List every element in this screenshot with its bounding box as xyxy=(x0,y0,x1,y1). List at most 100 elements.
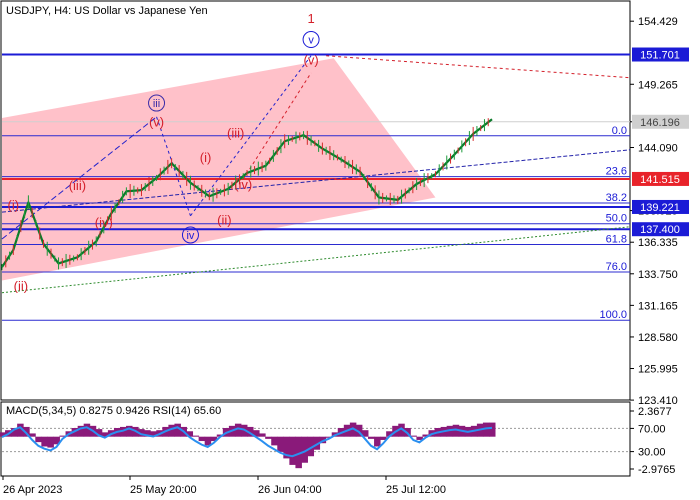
macd-bar xyxy=(247,426,254,437)
macd-bar xyxy=(192,435,200,437)
macd-bar xyxy=(374,436,381,447)
price-tag-label: 137.400 xyxy=(640,224,680,236)
macd-bar xyxy=(71,428,79,437)
indicator-header: MACD(5,34,5) 0.8275 0.9426 RSI(14) 65.60 xyxy=(6,405,221,417)
macd-bar xyxy=(361,430,369,437)
macd-bar xyxy=(119,426,127,437)
channel-fill xyxy=(2,58,436,281)
macd-bar xyxy=(325,436,333,438)
macd-bar xyxy=(216,434,224,437)
price-series xyxy=(1,118,493,271)
macd-bar xyxy=(204,436,212,446)
macd-bar xyxy=(416,436,423,440)
wave-label: iv xyxy=(186,230,194,242)
wave-label-circle xyxy=(181,226,199,244)
wave-label-circle xyxy=(302,31,320,49)
y-tick-label: 144.090 xyxy=(638,142,678,154)
fib-label: 100.0 xyxy=(599,309,627,321)
macd-bar xyxy=(259,433,266,437)
x-tick-label: 25 May 20:00 xyxy=(130,484,197,496)
macd-bar xyxy=(47,436,54,448)
macd-bar xyxy=(446,425,454,437)
macd-bar xyxy=(95,429,103,437)
chart-title: USDJPY, H4: US Dollar vs Japanese Yen xyxy=(6,5,208,17)
x-tick-label: 26 Jun 04:00 xyxy=(258,484,322,496)
price-tag-bg xyxy=(632,171,689,186)
wave-label: (ii) xyxy=(14,278,28,293)
indicator-panel-frame xyxy=(0,401,631,477)
macd-bar xyxy=(386,431,393,437)
macd-bar xyxy=(77,425,85,437)
macd-bar xyxy=(301,436,308,463)
wave-label: (iii) xyxy=(227,126,244,141)
macd-bar xyxy=(398,423,405,437)
macd-bar xyxy=(0,432,6,437)
indicator-tick-label: 70.00 xyxy=(638,423,666,435)
macd-bar xyxy=(59,435,66,437)
macd-bar xyxy=(410,435,417,437)
wave-channel xyxy=(2,58,436,281)
price-tag-bg xyxy=(632,222,689,237)
macd-bar xyxy=(174,423,181,437)
wave-label: (v) xyxy=(303,52,318,67)
indicator-tick-label: -2.9765 xyxy=(638,464,675,476)
wave-label: 1 xyxy=(307,11,314,26)
macd-bar xyxy=(295,436,302,469)
macd-bar xyxy=(489,422,496,437)
y-tick-label: 131.165 xyxy=(638,300,678,312)
price-tag-label: 146.196 xyxy=(640,117,680,129)
macd-bar xyxy=(253,430,260,437)
price-panel-frame xyxy=(0,0,631,401)
macd-bar xyxy=(355,424,363,437)
indicator-tick-label: 2.3677 xyxy=(638,406,672,418)
macd-bar xyxy=(101,432,109,437)
macd-bar xyxy=(138,429,145,437)
price-tag-bg xyxy=(632,199,689,214)
y-tick-label: 125.995 xyxy=(638,364,678,376)
indicator-series xyxy=(0,422,630,469)
x-tick-label: 25 Jul 12:00 xyxy=(386,484,446,496)
y-tick-label: 154.429 xyxy=(638,16,678,28)
fibonacci-labels: 0.0 23.6 38.2 50.0 61.8 76.0 100.0 xyxy=(599,125,627,321)
macd-bar xyxy=(53,436,60,445)
macd-bar xyxy=(319,436,327,444)
fib-label: 61.8 xyxy=(606,233,627,245)
macd-bar xyxy=(23,426,30,437)
x-tick-label: 26 Apr 2023 xyxy=(3,484,62,496)
time-axis: 26 Apr 2023 25 May 20:00 26 Jun 04:00 25 Ju… xyxy=(2,476,446,496)
indicator-tick-label: 30.00 xyxy=(638,447,666,459)
macd-bar xyxy=(271,436,278,446)
macd-bar xyxy=(11,428,18,437)
y-tick-label: 123.410 xyxy=(638,395,678,407)
red-continuation-line xyxy=(326,55,631,79)
wave-label: (iv) xyxy=(234,177,252,192)
macd-bar xyxy=(186,431,194,437)
indicator-axis: 2.3677 70.00 30.00 -2.9765 xyxy=(630,406,675,476)
macd-bar xyxy=(234,423,242,437)
macd-bar xyxy=(126,425,133,437)
wave-label: iii xyxy=(153,98,160,110)
wave-labels: (i) (ii) (iii) (iv) (v) iii iv (i) (ii) (iii) (iv)… xyxy=(8,11,320,293)
price-tag-label: 151.701 xyxy=(640,50,680,62)
green-trendline xyxy=(1,226,631,294)
macd-bar xyxy=(265,436,272,439)
wave-label: (iv) xyxy=(95,215,113,230)
y-tick-label: 128.580 xyxy=(638,332,678,344)
blue-impulse-line xyxy=(1,116,157,240)
macd-bar xyxy=(41,436,48,447)
rsi-line xyxy=(1,426,493,458)
wave-label: (i) xyxy=(200,150,212,165)
price-tag-bg xyxy=(632,47,689,62)
macd-bar xyxy=(168,424,175,437)
price-tag-label: 141.515 xyxy=(640,174,680,186)
macd-bar xyxy=(210,436,218,442)
macd-bar xyxy=(368,436,375,439)
macd-bar xyxy=(422,434,429,437)
wave-label: (iii) xyxy=(69,178,86,193)
macd-bar xyxy=(482,422,490,437)
macd-bar xyxy=(313,436,321,450)
blue-trendline-mid xyxy=(1,149,631,213)
macd-bar xyxy=(29,433,36,437)
price-tag-bg xyxy=(632,114,689,129)
